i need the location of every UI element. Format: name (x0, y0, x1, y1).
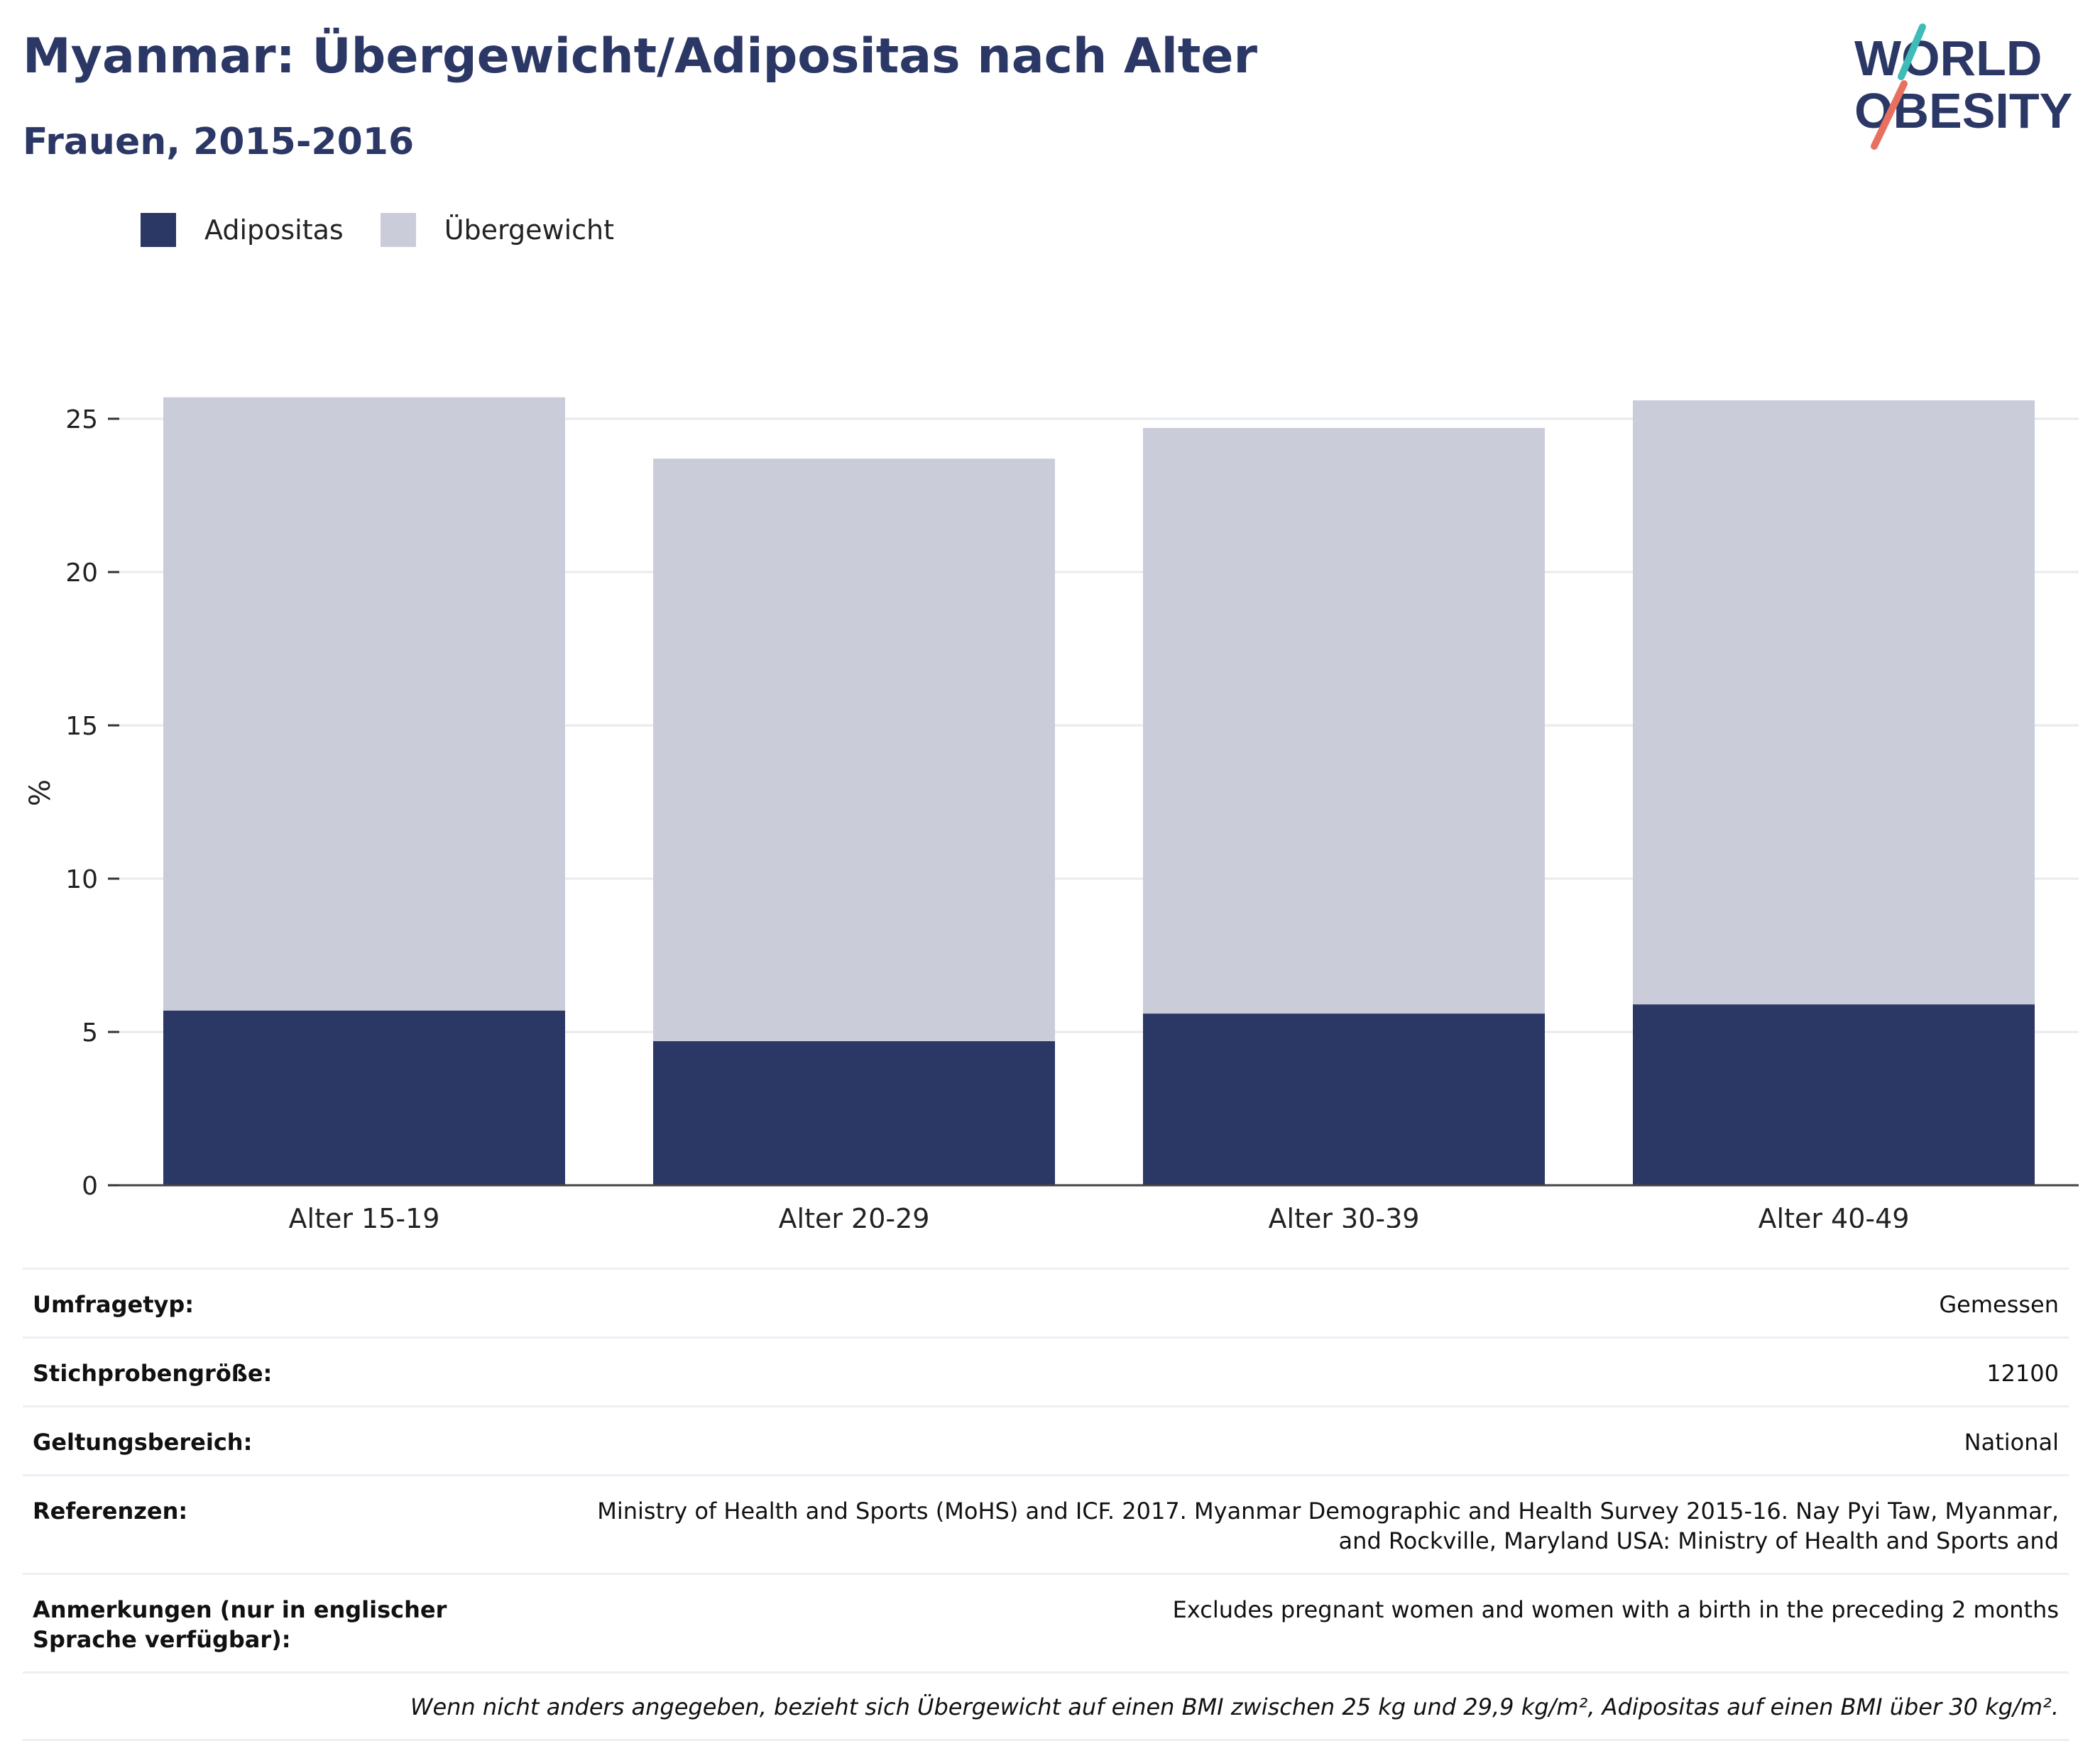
info-value: National (1964, 1429, 2059, 1456)
info-label: Anmerkungen (nur in englischer Sprache v… (33, 1596, 447, 1653)
y-axis-label: % (24, 779, 57, 806)
legend-item-uebergewicht[interactable]: Übergewicht (380, 213, 614, 247)
info-row-references: Referenzen: Ministry of Health and Sport… (23, 1474, 2069, 1573)
world-obesity-logo: WORLD OBESITY (1854, 23, 2072, 150)
y-tick-label: 5 (82, 1018, 98, 1048)
info-row-survey-type: Umfragetyp: Gemessen (23, 1268, 2069, 1336)
legend-swatch-uebergewicht (380, 213, 416, 247)
info-row-notes: Anmerkungen (nur in englischer Sprache v… (23, 1573, 2069, 1671)
y-tick-label: 25 (65, 405, 98, 434)
info-table: Umfragetyp: Gemessen Stichprobengröße: 1… (23, 1268, 2069, 1741)
logo-coral-slash (1871, 80, 1908, 150)
info-value: Ministry of Health and Sports (MoHS) and… (597, 1498, 2059, 1554)
bar-uebergewicht (163, 397, 565, 1011)
logo-line1: WORLD (1854, 31, 2042, 86)
chart-legend: Adipositas Übergewicht (141, 209, 651, 251)
bar-chart: 0 5 10 15 20 25% Alter 15-19 Alter 20-29 Alter 3… (24, 397, 2079, 1228)
info-label: Geltungsbereich: (33, 1429, 253, 1456)
chart-subtitle: Frauen, 2015-2016 (23, 121, 415, 163)
info-value: 12100 (1986, 1360, 2059, 1387)
bar-uebergewicht (653, 458, 1055, 1041)
definition-note: Wenn nicht anders angegeben, bezieht sic… (23, 1671, 2069, 1741)
x-tick-label: Alter 30-39 (1269, 1203, 1420, 1228)
legend-swatch-adipositas (141, 213, 176, 247)
logo-line2: OBESITY (1854, 83, 2072, 138)
info-label: Stichprobengröße: (33, 1360, 273, 1387)
y-tick-label: 20 (65, 559, 98, 588)
x-tick-label: Alter 20-29 (779, 1203, 930, 1228)
x-tick-label: Alter 15-19 (289, 1203, 440, 1228)
info-label: Referenzen: (33, 1498, 188, 1525)
legend-label-uebergewicht: Übergewicht (444, 214, 614, 246)
x-tick-label: Alter 40-49 (1759, 1203, 1910, 1228)
y-tick-label: 0 (82, 1172, 98, 1201)
legend-item-adipositas[interactable]: Adipositas (141, 213, 344, 247)
info-value: Excludes pregnant women and women with a… (1172, 1596, 2059, 1623)
chart-title: Myanmar: Übergewicht/Adipositas nach Alt… (23, 28, 1258, 84)
legend-label-adipositas: Adipositas (204, 214, 344, 246)
y-tick-label: 15 (65, 712, 98, 741)
info-value: Gemessen (1939, 1291, 2059, 1318)
bar-adipositas (653, 1040, 1055, 1185)
logo-teal-slash (1898, 23, 1926, 80)
y-tick-label: 10 (65, 865, 98, 894)
info-row-coverage: Geltungsbereich: National (23, 1405, 2069, 1474)
info-label: Umfragetyp: (33, 1291, 195, 1318)
info-row-sample-size: Stichprobengröße: 12100 (23, 1336, 2069, 1405)
bar-uebergewicht (1633, 400, 2035, 1005)
bar-adipositas (1633, 1004, 2035, 1185)
bar-adipositas (1143, 1014, 1545, 1185)
bar-adipositas (163, 1010, 565, 1185)
bar-uebergewicht (1143, 427, 1545, 1014)
